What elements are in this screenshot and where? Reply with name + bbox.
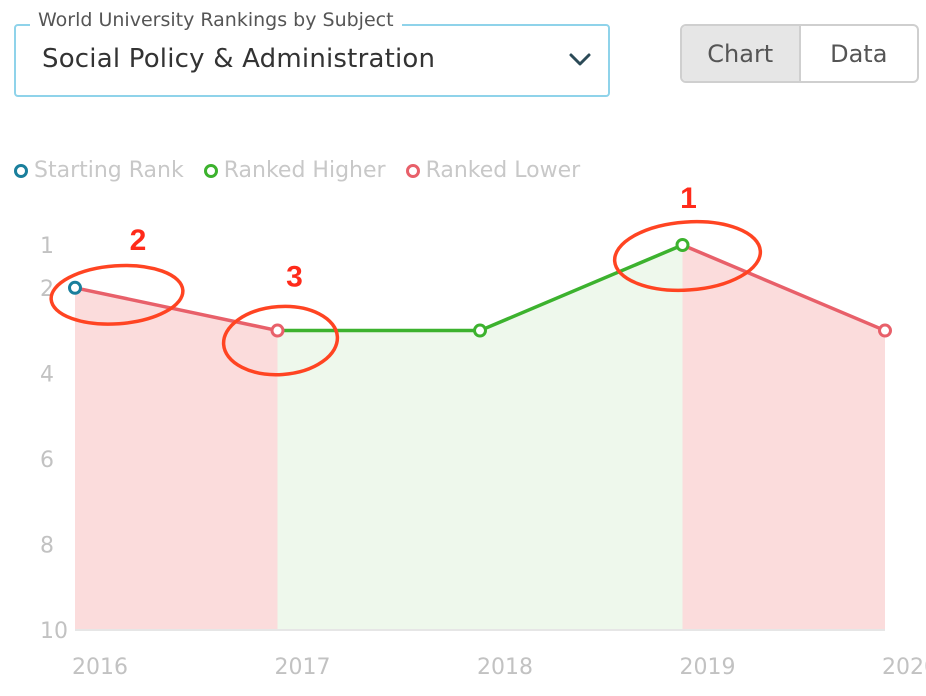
data-point-2016	[68, 280, 82, 295]
legend-ranked-lower[interactable]: Ranked Lower	[405, 158, 581, 183]
x-tick-label: 2020	[882, 655, 926, 680]
data-point-2019	[675, 238, 690, 252]
area-segment-2	[277, 330, 480, 630]
annotation-number-1: 1	[680, 182, 697, 215]
area-segment-3	[480, 245, 683, 630]
line-segment-3	[478, 243, 685, 333]
annotation-circle-1	[612, 219, 763, 293]
legend-starting-rank[interactable]: Starting Rank	[14, 158, 184, 183]
data-tab[interactable]: Data	[830, 39, 888, 68]
data-point-2020	[878, 323, 892, 338]
annotation-number-2: 2	[130, 224, 147, 257]
legend-ranked-higher-label: Ranked Higher	[223, 158, 386, 183]
line-segment-4	[680, 243, 887, 333]
view-toggle: Chart Data	[680, 24, 919, 83]
chart-legend: Starting Rank Ranked Higher Ranked Lower	[14, 158, 580, 183]
data-point-2018	[473, 323, 487, 338]
x-tick-label: 2019	[680, 655, 736, 680]
starting-rank-marker-icon	[14, 163, 28, 178]
ranked-lower-marker-icon	[405, 163, 420, 178]
legend-starting-rank-label: Starting Rank	[34, 158, 184, 183]
y-tick-label: 8	[40, 533, 54, 558]
x-tick-label: 2016	[72, 655, 128, 680]
annotation-circle-3	[221, 304, 340, 377]
select-value: Social Policy & Administration	[42, 44, 436, 74]
y-tick-label: 6	[40, 448, 54, 473]
subject-select[interactable]: Social Policy & Administration	[14, 24, 610, 97]
select-legend-label: World University Rankings by Subject	[30, 9, 402, 31]
ranked-higher-marker-icon	[203, 163, 218, 178]
y-tick-label: 10	[40, 619, 68, 644]
annotation-circle-2	[49, 263, 185, 326]
y-tick-label: 1	[40, 234, 54, 259]
area-segment-4	[682, 245, 885, 630]
annotation-number-3: 3	[286, 261, 303, 294]
y-tick-label: 4	[40, 362, 54, 387]
x-tick-label: 2018	[477, 655, 533, 680]
area-segment-1	[75, 287, 278, 630]
chevron-down-icon	[569, 53, 591, 66]
line-segment-1	[73, 286, 280, 333]
legend-ranked-lower-label: Ranked Lower	[425, 158, 581, 183]
chart-tab[interactable]: Chart	[682, 26, 801, 81]
data-point-2017	[270, 323, 285, 338]
legend-ranked-higher[interactable]: Ranked Higher	[203, 158, 386, 183]
x-tick-label: 2017	[275, 655, 331, 680]
